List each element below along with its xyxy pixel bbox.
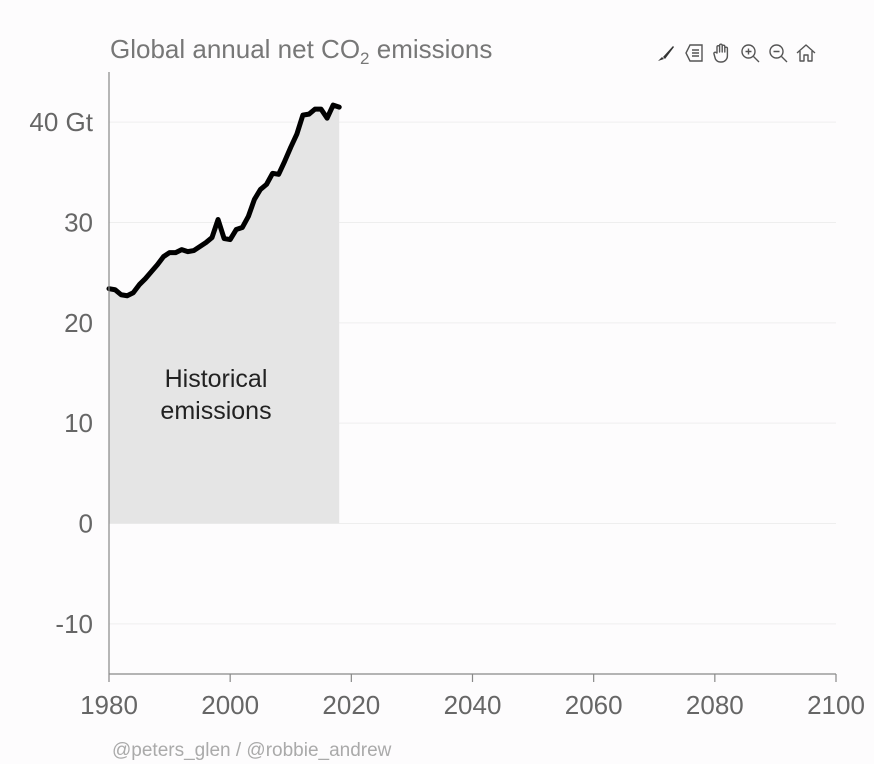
zoom-in-icon[interactable] bbox=[738, 40, 762, 66]
x-tick-label: 2000 bbox=[201, 690, 259, 720]
credit-text: @peters_glen / @robbie_andrew bbox=[112, 740, 392, 761]
x-tick-label: 1980 bbox=[80, 690, 138, 720]
y-tick-label: 20 bbox=[64, 308, 93, 338]
y-tick-label: 30 bbox=[64, 208, 93, 238]
x-tick-label: 2020 bbox=[322, 690, 380, 720]
y-tick-label: -10 bbox=[55, 609, 93, 639]
annotation-line-1: Historical bbox=[164, 365, 268, 393]
x-tick-label: 2060 bbox=[565, 690, 623, 720]
historical-area bbox=[109, 105, 340, 524]
home-icon[interactable] bbox=[794, 40, 818, 66]
y-tick-label: 0 bbox=[79, 509, 93, 539]
y-tick-label: 40 Gt bbox=[29, 107, 93, 137]
historical-emissions-annotation: Historical emissions bbox=[131, 363, 301, 427]
chart-toolbar bbox=[654, 40, 818, 66]
x-tick-label: 2100 bbox=[807, 690, 865, 720]
annotation-line-2: emissions bbox=[160, 397, 272, 425]
emissions-line bbox=[106, 102, 342, 299]
zoom-out-icon[interactable] bbox=[766, 40, 790, 66]
brush-icon[interactable] bbox=[654, 40, 678, 66]
pan-hand-icon[interactable] bbox=[710, 40, 734, 66]
data-view-icon[interactable] bbox=[682, 40, 706, 66]
x-tick-label: 2080 bbox=[686, 690, 744, 720]
x-tick-label: 2040 bbox=[444, 690, 502, 720]
chart-title: Global annual net CO2 emissions bbox=[110, 34, 493, 68]
y-tick-label: 10 bbox=[64, 408, 93, 438]
